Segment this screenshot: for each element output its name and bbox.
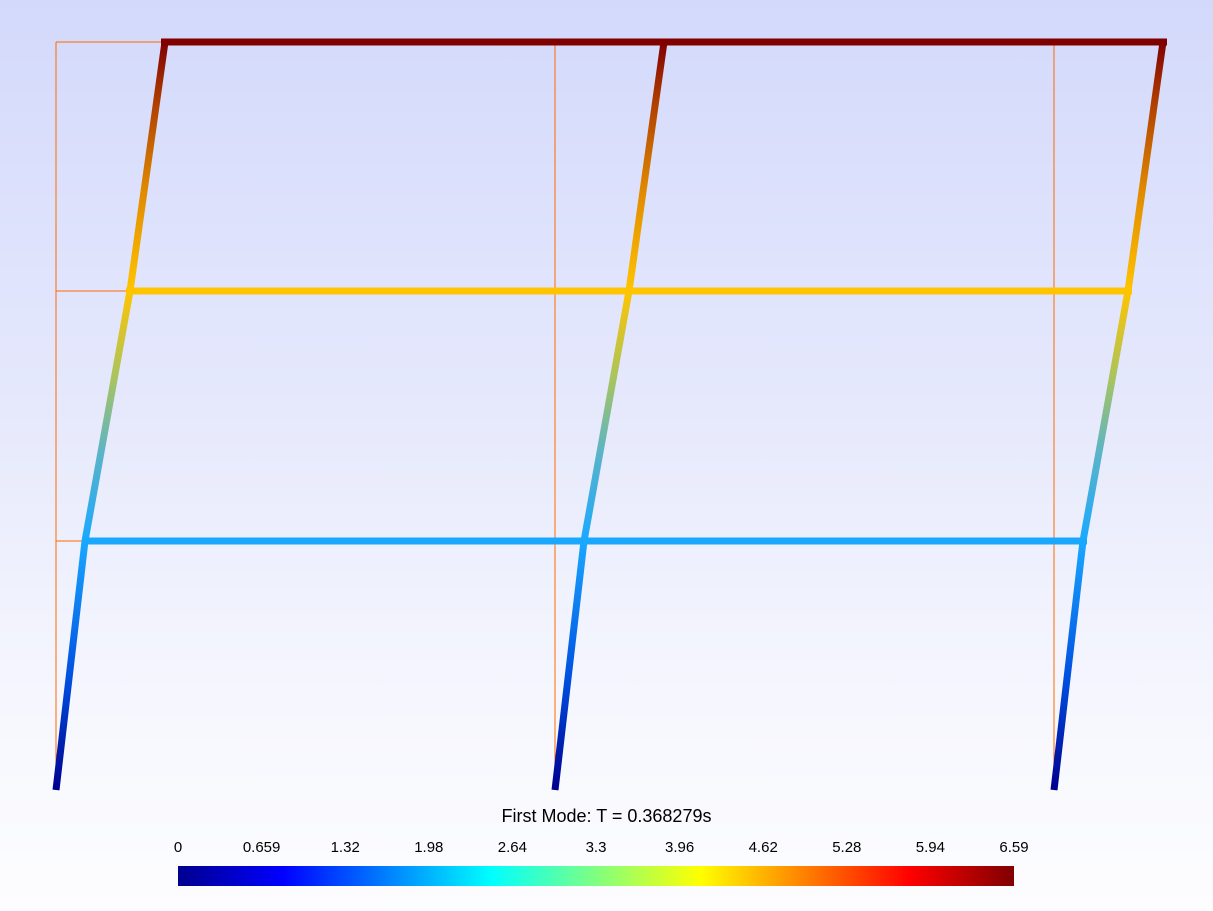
deformed-column-2-storey-1	[551, 540, 588, 791]
colorbar-tick-label: 1.32	[330, 839, 360, 856]
deformed-column-2-storey-2	[580, 290, 633, 542]
plot-title: First Mode: T = 0.368279s	[501, 806, 712, 826]
colorbar-tick-label: 0	[173, 839, 183, 856]
colorbar-tick-label: 1.98	[414, 839, 444, 856]
colorbar-tick-label: 5.94	[915, 839, 945, 856]
colorbar-tick-label: 0.659	[242, 839, 281, 856]
colorbar-tick-label: 3.96	[664, 839, 695, 856]
deformed-column-2-storey-3	[625, 41, 668, 292]
deformed-frame	[52, 38, 1167, 791]
undeformed-frame	[55, 41, 1055, 790]
colorbar-tick-label: 4.62	[748, 839, 778, 856]
colorbar-tick-label: 2.64	[497, 839, 527, 856]
colorbar-gradient	[178, 866, 1014, 886]
colorbar-tick-label: 6.59	[999, 839, 1029, 856]
colorbar	[178, 866, 1014, 886]
deformed-column-1-storey-1	[52, 540, 89, 791]
deformed-column-3-storey-3	[1124, 41, 1167, 292]
deformed-column-3-storey-1	[1050, 540, 1087, 791]
deformed-column-1-storey-2	[81, 290, 134, 542]
deformed-column-3-storey-2	[1079, 290, 1132, 542]
deformed-column-1-storey-3	[126, 41, 169, 292]
colorbar-tick-label: 5.28	[832, 839, 862, 856]
colorbar-tick-label: 3.3	[585, 839, 607, 856]
